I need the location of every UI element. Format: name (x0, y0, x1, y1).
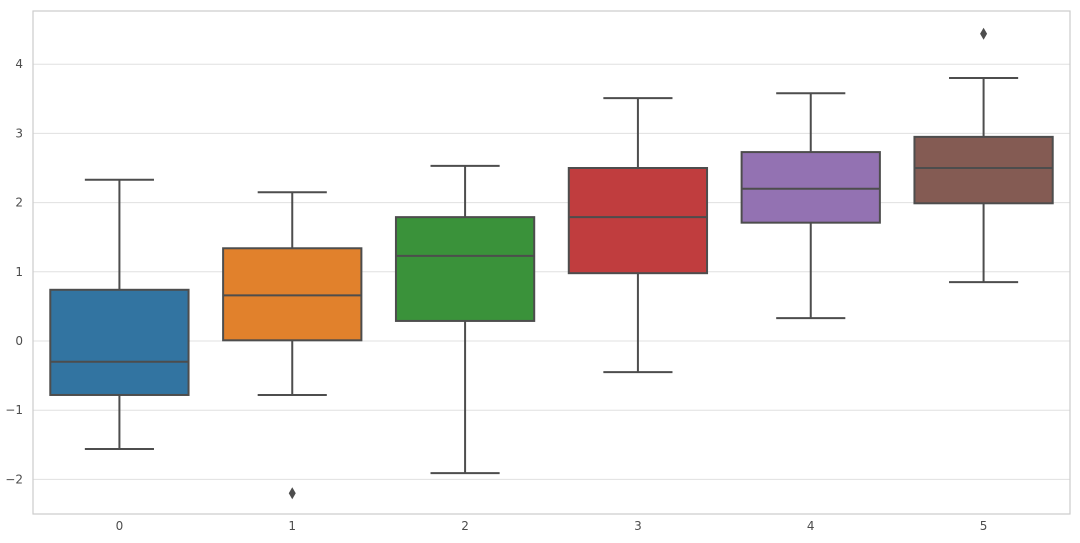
x-axis-tick-labels: 0 1 2 3 4 5 (116, 519, 988, 533)
iqr-box (913, 135, 1054, 205)
box-5 (913, 27, 1054, 284)
box-2 (394, 164, 536, 475)
iqr-box (394, 216, 536, 322)
x-tick-label: 3 (634, 519, 642, 533)
y-tick-label: −2 (5, 472, 23, 486)
outlier-marker (288, 487, 296, 500)
y-tick-label: 1 (15, 265, 23, 279)
box-1 (222, 191, 363, 500)
box-3 (567, 97, 709, 374)
box-0 (49, 178, 190, 450)
x-tick-label: 5 (980, 519, 988, 533)
y-axis-tick-labels: −2 −1 0 1 2 3 4 (5, 57, 23, 486)
iqr-box (740, 151, 881, 224)
y-gridlines (33, 63, 1070, 480)
plot-frame (32, 10, 1071, 515)
iqr-box (49, 288, 190, 396)
y-tick-label: 0 (15, 334, 23, 348)
box-4 (740, 92, 881, 320)
outlier-marker (980, 27, 988, 40)
x-tick-label: 2 (461, 519, 469, 533)
y-tick-label: −1 (5, 403, 23, 417)
box-series (49, 27, 1054, 500)
x-tick-label: 4 (807, 519, 815, 533)
x-tick-label: 1 (288, 519, 296, 533)
iqr-box (567, 167, 709, 275)
x-tick-label: 0 (116, 519, 124, 533)
y-tick-label: 4 (15, 57, 23, 71)
iqr-box (222, 247, 363, 342)
y-tick-label: 2 (15, 196, 23, 210)
y-tick-label: 3 (15, 126, 23, 140)
